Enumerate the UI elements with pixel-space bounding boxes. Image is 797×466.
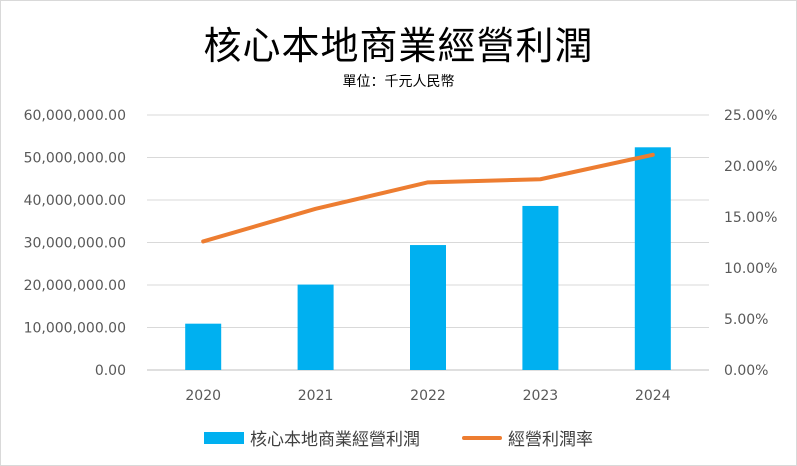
legend-item-bar: 核心本地商業經營利潤: [204, 425, 420, 450]
bar: [297, 284, 334, 370]
legend-swatch-bar: [204, 431, 244, 444]
x-tick-label: 2021: [298, 388, 334, 404]
x-tick-label: 2023: [523, 388, 559, 404]
legend-label-bar: 核心本地商業經營利潤: [250, 430, 420, 450]
bar: [185, 323, 222, 370]
x-tick-label: 2022: [410, 388, 446, 404]
chart-subtitle: 單位：千元人民幣: [342, 74, 455, 90]
y-right-tick-label: 0.00%: [724, 363, 768, 379]
y-left-tick-label: 30,000,000.00: [24, 236, 126, 252]
y-left-tick-label: 40,000,000.00: [24, 193, 126, 209]
y-left-tick-label: 10,000,000.00: [24, 321, 126, 337]
y-left-tick-label: 60,000,000.00: [24, 108, 126, 124]
y-right-tick-label: 25.00%: [724, 108, 777, 124]
bar: [410, 245, 446, 370]
y-left-tick-label: 0.00: [95, 363, 126, 379]
y-right-tick-label: 15.00%: [724, 210, 777, 226]
x-tick-label: 2020: [185, 388, 221, 404]
legend: 核心本地商業經營利潤 經營利潤率: [1, 425, 796, 450]
x-tick-label: 2024: [635, 388, 671, 404]
y-right-tick-label: 5.00%: [724, 312, 768, 328]
legend-item-line: 經營利潤率: [462, 425, 593, 450]
chart-title: 核心本地商業經營利潤: [203, 24, 594, 68]
series-line: [201, 152, 655, 244]
bar: [522, 205, 559, 370]
bar: [634, 147, 671, 370]
y-left-tick-label: 50,000,000.00: [24, 151, 126, 167]
y-right-tick-label: 10.00%: [724, 261, 777, 277]
y-right-tick-label: 20.00%: [724, 159, 777, 175]
legend-label-line: 經營利潤率: [508, 430, 593, 450]
legend-swatch-line: [462, 435, 502, 440]
y-left-tick-label: 20,000,000.00: [24, 278, 126, 294]
